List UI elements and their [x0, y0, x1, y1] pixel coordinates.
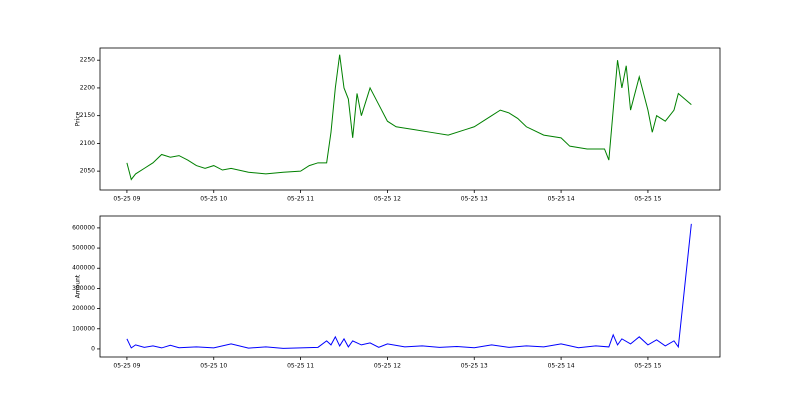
y-tick-label: 100000 [72, 325, 95, 332]
axes-frame [99, 47, 721, 191]
y-tick-label: 2200 [80, 84, 95, 91]
y-axis-label: Price [75, 111, 82, 126]
x-tick-label: 05-25 12 [374, 363, 401, 370]
x-tick-label: 05-25 14 [548, 196, 575, 203]
y-tick-label: 2050 [80, 168, 95, 175]
x-tick-label: 05-25 13 [461, 196, 488, 203]
y-tick-label: 400000 [72, 265, 95, 272]
y-tick-label: 2100 [80, 140, 95, 147]
y-tick-label: 600000 [72, 224, 95, 231]
x-tick-label: 05-25 14 [548, 363, 575, 370]
y-tick-label: 0 [91, 345, 95, 352]
axes-frame [99, 215, 721, 358]
series-line [126, 223, 692, 349]
x-tick-label: 05-25 09 [113, 363, 140, 370]
x-tick-label: 05-25 12 [374, 196, 401, 203]
x-tick-label: 05-25 11 [287, 363, 314, 370]
x-tick-label: 05-25 15 [634, 196, 661, 203]
x-tick-label: 05-25 09 [113, 196, 140, 203]
y-tick-label: 2250 [80, 57, 95, 64]
y-tick-label: 500000 [72, 245, 95, 252]
y-tick-label: 2150 [80, 112, 95, 119]
y-tick-label: 300000 [72, 285, 95, 292]
x-tick-label: 05-25 13 [461, 363, 488, 370]
x-tick-label: 05-25 11 [287, 196, 314, 203]
x-tick-label: 05-25 10 [200, 363, 227, 370]
x-tick-label: 05-25 10 [200, 196, 227, 203]
y-tick-label: 200000 [72, 305, 95, 312]
y-axis-label: Amount [75, 274, 82, 298]
x-tick-label: 05-25 15 [634, 363, 661, 370]
series-line [126, 54, 692, 181]
